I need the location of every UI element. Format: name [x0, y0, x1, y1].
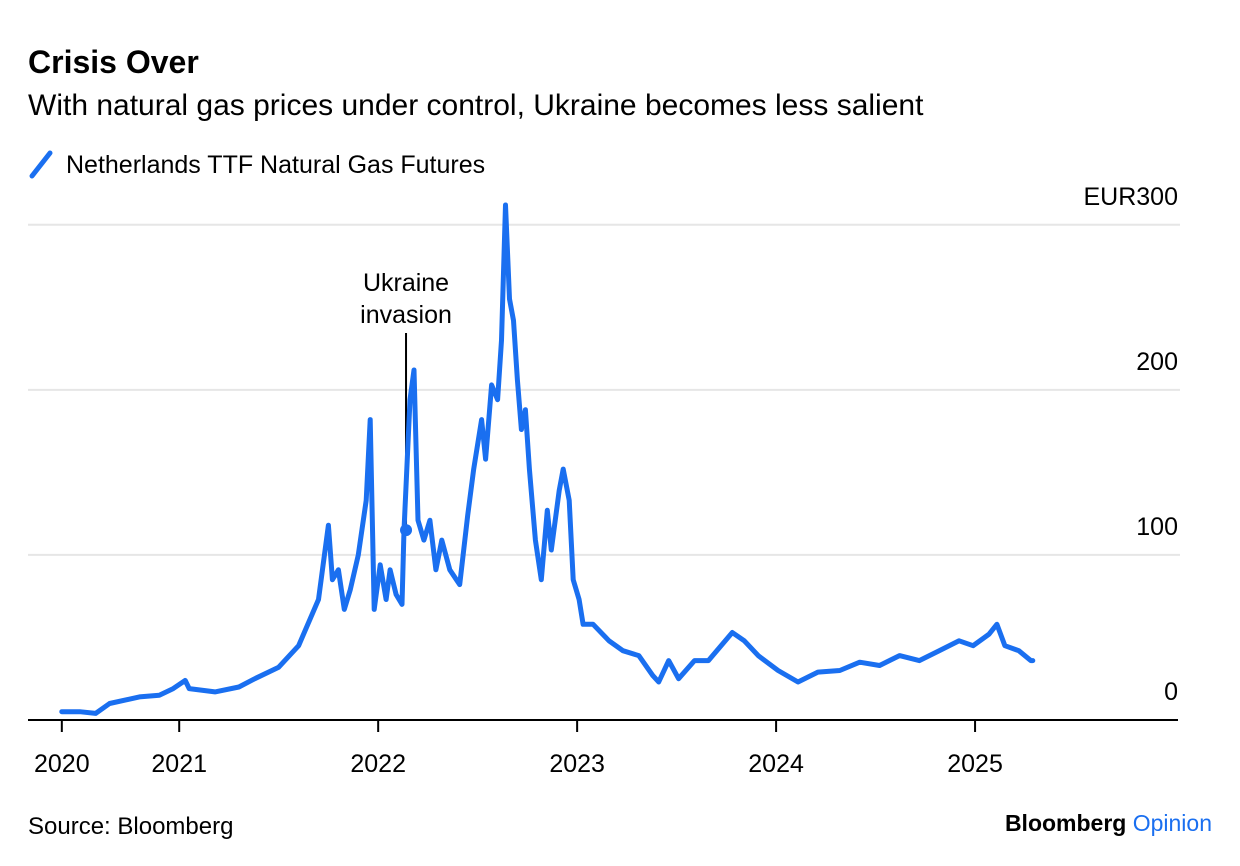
x-tick-label: 2025 — [947, 750, 1003, 778]
legend-swatch — [29, 150, 53, 179]
legend-label: Netherlands TTF Natural Gas Futures — [66, 151, 485, 179]
source: Source: Bloomberg — [28, 813, 233, 840]
series-line — [59, 202, 1036, 716]
chart-title: Crisis Over — [28, 44, 199, 80]
x-tick-label: 2024 — [748, 750, 804, 778]
x-tick-label: 2020 — [34, 750, 90, 778]
y-tick-label: EUR300 — [1084, 183, 1179, 211]
y-tick-label: 0 — [1164, 678, 1178, 706]
x-tick-label: 2021 — [151, 750, 207, 778]
annotation-text: Ukraine — [363, 269, 449, 297]
x-tick-label: 2023 — [549, 750, 605, 778]
y-tick-label: 100 — [1136, 513, 1178, 541]
annotation-dot — [400, 524, 413, 537]
annotation-text: invasion — [360, 301, 452, 329]
brand: Bloomberg Opinion — [1005, 810, 1212, 836]
brand-name: Bloomberg — [1005, 810, 1126, 836]
x-tick-label: 2022 — [350, 750, 406, 778]
y-tick-label: 200 — [1136, 348, 1178, 376]
brand-section: Opinion — [1133, 810, 1212, 836]
chart-subtitle: With natural gas prices under control, U… — [28, 89, 924, 122]
